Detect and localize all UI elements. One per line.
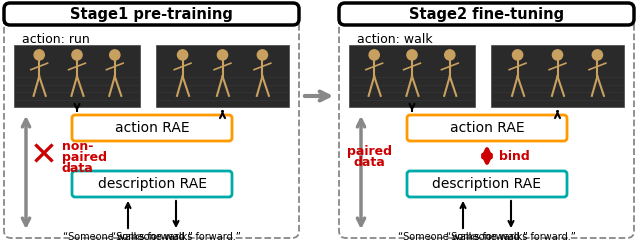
Circle shape — [218, 50, 228, 60]
Text: data: data — [353, 157, 385, 169]
Circle shape — [407, 50, 417, 60]
Text: ✕: ✕ — [30, 139, 58, 173]
Circle shape — [369, 50, 380, 60]
Text: Stage1 pre-training: Stage1 pre-training — [70, 7, 233, 22]
Text: data: data — [62, 161, 93, 174]
Text: description RAE: description RAE — [433, 177, 541, 191]
Text: action RAE: action RAE — [450, 121, 524, 135]
Circle shape — [109, 50, 120, 60]
Text: paired: paired — [346, 144, 392, 158]
Text: Stage2 fine-tuning: Stage2 fine-tuning — [409, 7, 564, 22]
FancyBboxPatch shape — [72, 171, 232, 197]
Circle shape — [552, 50, 563, 60]
FancyBboxPatch shape — [407, 171, 567, 197]
FancyBboxPatch shape — [407, 115, 567, 141]
Text: non-: non- — [62, 139, 93, 152]
FancyBboxPatch shape — [4, 3, 299, 25]
Bar — [491, 45, 624, 107]
Circle shape — [177, 50, 188, 60]
Text: description RAE: description RAE — [97, 177, 207, 191]
Text: “Someone walks forward.”: “Someone walks forward.” — [398, 232, 528, 242]
Text: “Someone walks forward.”: “Someone walks forward.” — [111, 232, 241, 242]
Text: bind: bind — [499, 150, 530, 162]
Text: “Someone walks forward.”: “Someone walks forward.” — [63, 232, 193, 242]
Circle shape — [257, 50, 268, 60]
Text: action: walk: action: walk — [357, 33, 433, 46]
Bar — [14, 45, 140, 107]
Circle shape — [34, 50, 44, 60]
Bar — [349, 45, 475, 107]
Text: “Someone walks forward.”: “Someone walks forward.” — [446, 232, 576, 242]
Text: action: run: action: run — [22, 33, 90, 46]
Bar — [156, 45, 289, 107]
Circle shape — [513, 50, 523, 60]
FancyBboxPatch shape — [339, 3, 634, 25]
Text: action RAE: action RAE — [115, 121, 189, 135]
FancyBboxPatch shape — [72, 115, 232, 141]
Circle shape — [445, 50, 455, 60]
Circle shape — [592, 50, 602, 60]
Text: paired: paired — [62, 151, 107, 164]
Circle shape — [72, 50, 82, 60]
